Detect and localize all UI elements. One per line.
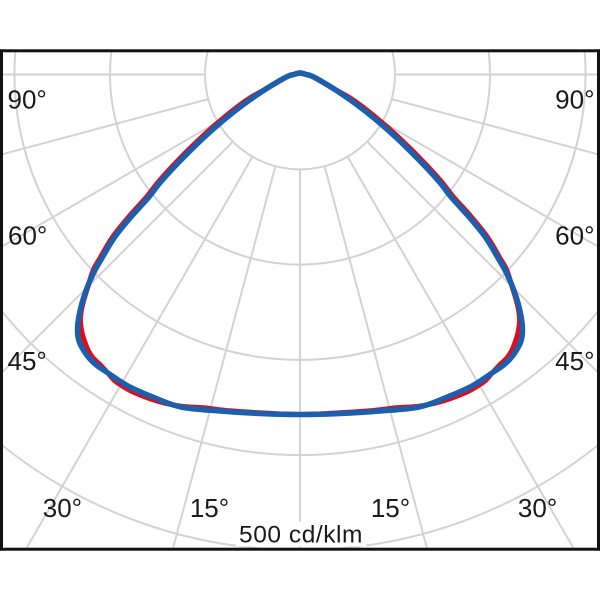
svg-text:15°: 15° — [371, 493, 410, 523]
svg-text:90°: 90° — [555, 84, 594, 114]
svg-text:45°: 45° — [8, 346, 47, 376]
svg-text:60°: 60° — [8, 220, 47, 250]
svg-text:15°: 15° — [190, 493, 229, 523]
svg-text:30°: 30° — [43, 493, 82, 523]
svg-text:500 cd/klm: 500 cd/klm — [239, 521, 363, 548]
svg-text:90°: 90° — [8, 84, 47, 114]
svg-text:45°: 45° — [555, 346, 594, 376]
svg-text:30°: 30° — [518, 493, 557, 523]
svg-text:60°: 60° — [555, 220, 594, 250]
